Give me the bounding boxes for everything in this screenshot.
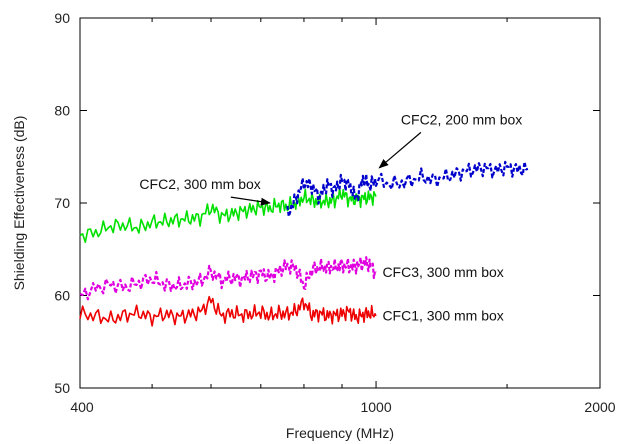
y-tick-label: 50 [54,380,70,396]
axis-ticks: 50 60 70 80 90 400 1000 2000 [54,10,615,415]
series-arrow-1 [230,196,271,206]
x-tick-label: 1000 [360,399,391,415]
series-label-1: CFC2, 300 mm box [139,176,260,192]
y-tick-label: 60 [54,288,70,304]
series-line-1 [79,187,377,243]
y-tick-label: 70 [54,195,70,211]
y-axis-label: Shielding Effectiveness (dB) [11,116,27,291]
x-axis-label: Frequency (MHz) [286,425,394,441]
series-label-3: CFC3, 300 mm box [382,264,503,280]
series-line-2 [286,160,529,218]
y-tick-label: 90 [54,10,70,26]
y-tick-label: 80 [54,103,70,119]
series-layer [79,160,529,327]
series-label-2: CFC2, 200 mm box [401,111,522,127]
series-arrow-2 [378,131,422,169]
x-tick-label: 2000 [584,399,615,415]
series-label-4: CFC1, 300 mm box [382,307,503,323]
x-tick-label: 400 [70,399,94,415]
annotations: CFC2, 300 mm box CFC2, 200 mm box CFC3, 30… [139,111,522,323]
series-line-3 [79,256,377,301]
series-line-4 [79,295,377,327]
